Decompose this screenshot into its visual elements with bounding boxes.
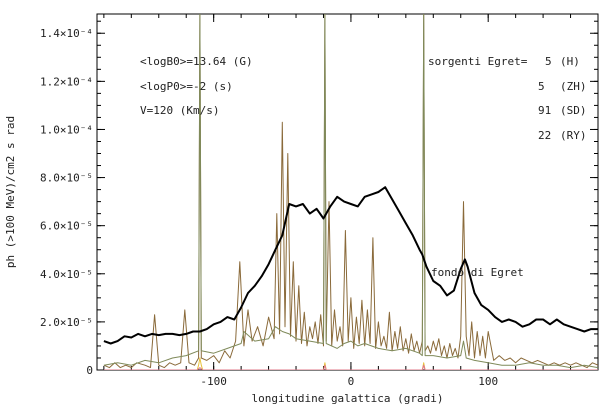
series-line-RY: [103, 14, 598, 369]
y-tick-label: 1.4×10⁻⁴: [40, 27, 93, 40]
legend-count: 91: [538, 104, 551, 117]
param-b0: <logB0>=13.64 (G): [140, 55, 253, 68]
y-tick-label: 1.2×10⁻⁴: [40, 75, 93, 88]
legend-code: (RY): [560, 129, 587, 142]
series-line-H: [103, 364, 598, 370]
series-line-SD: [103, 14, 598, 369]
y-tick-label: 6.0×10⁻⁵: [40, 220, 93, 233]
legend-count: 5: [545, 55, 552, 68]
x-tick-labels: -100 0 100: [200, 375, 498, 388]
y-tick-labels: 0 2.0×10⁻⁵ 4.0×10⁻⁵ 6.0×10⁻⁵ 8.0×10⁻⁵ 1.0×10⁻…: [40, 27, 93, 377]
legend-code: (ZH): [560, 80, 587, 93]
legend-title: sorgenti Egret=: [428, 55, 528, 68]
legend-count: 22: [538, 129, 551, 142]
axis-ticks: [97, 14, 599, 371]
y-tick-label: 2.0×10⁻⁵: [40, 316, 93, 329]
y-tick-label: 1.0×10⁻⁴: [40, 123, 93, 136]
y-axis-title: ph (>100 MeV)/cm2 s rad: [4, 116, 17, 268]
x-tick-label: 0: [348, 375, 355, 388]
param-p0: <logP0>=-2 (s): [140, 80, 233, 93]
series-line-background: [103, 186, 598, 345]
background-label: fondo di Egret: [431, 266, 524, 279]
x-axis-title: longitudine galattica (gradi): [251, 392, 443, 405]
legend-code: (SD): [560, 104, 587, 117]
series-layer: [103, 14, 598, 370]
legend-count: 5: [538, 80, 545, 93]
y-tick-label: 8.0×10⁻⁵: [40, 172, 93, 185]
param-v: V=120 (Km/s): [140, 104, 219, 117]
legend: sorgenti Egret= 5 (H) 5 (ZH) 91 (SD) 22 (RY): [428, 55, 587, 142]
x-tick-label: 100: [478, 375, 498, 388]
legend-code: (H): [560, 55, 580, 68]
y-tick-label: 4.0×10⁻⁵: [40, 268, 93, 281]
parameter-block: <logB0>=13.64 (G) <logP0>=-2 (s) V=120 (…: [140, 55, 253, 117]
x-tick-label: -100: [200, 375, 227, 388]
y-tick-label: 0: [86, 364, 93, 377]
